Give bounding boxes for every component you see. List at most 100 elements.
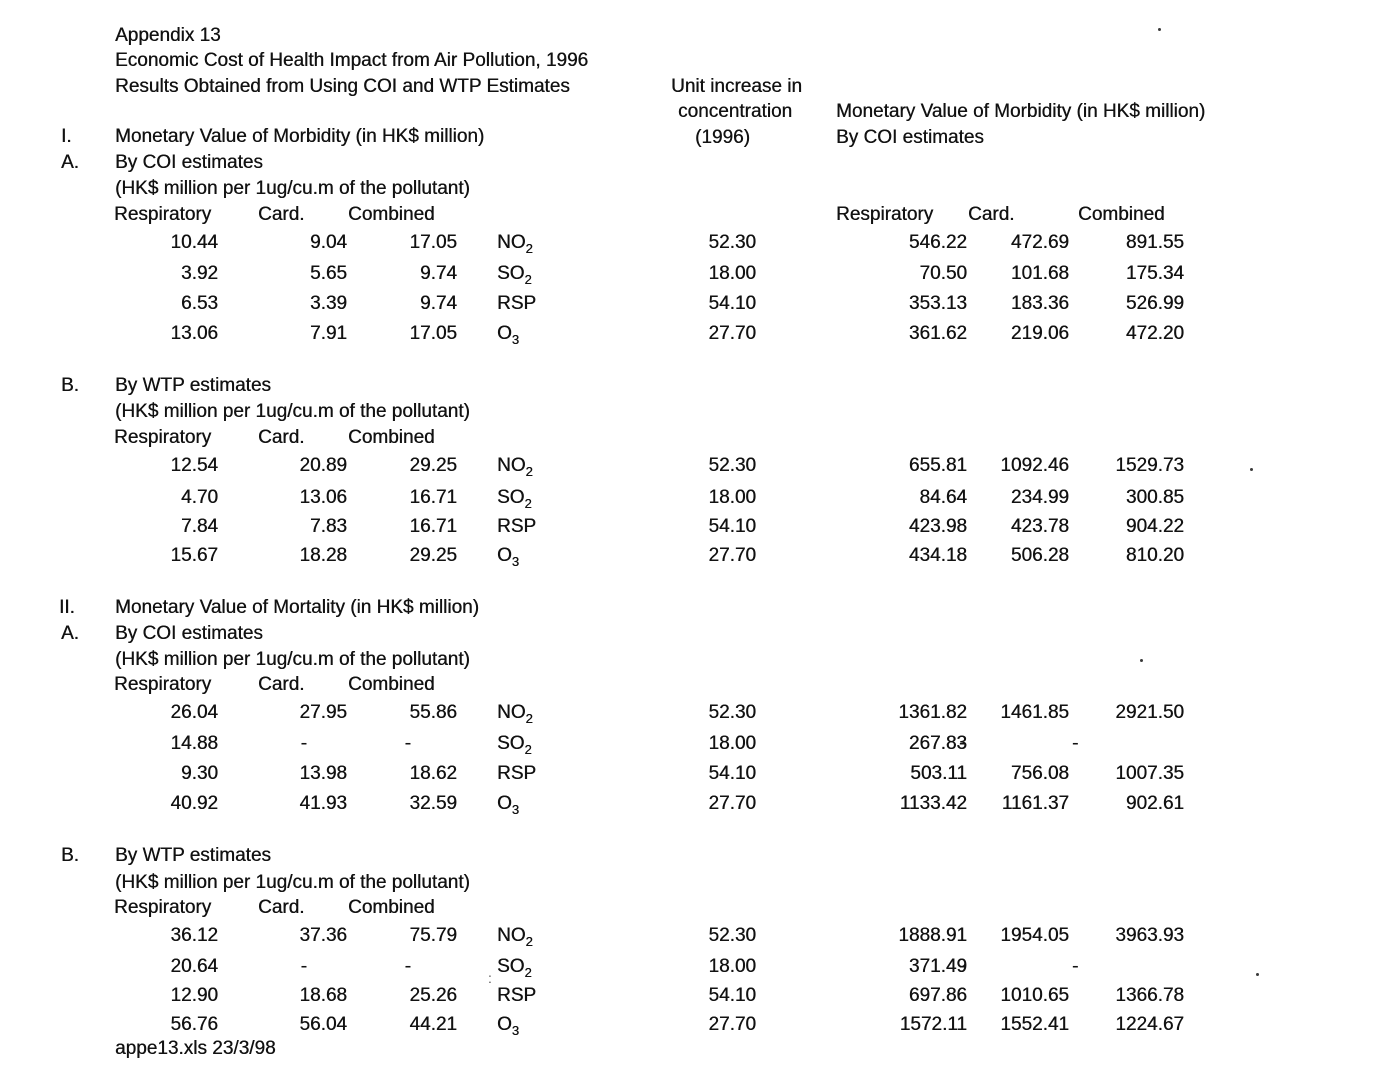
left-card-header: Card.: [258, 897, 305, 918]
monetary-combined-value: 1007.35: [1115, 763, 1184, 784]
monetary-respiratory-value: 84.64: [919, 487, 967, 508]
pollutant-label: NO2: [497, 455, 533, 479]
left-respiratory-header: Respiratory: [114, 204, 212, 225]
respiratory-value: 15.67: [170, 545, 218, 566]
monetary-respiratory-value: 1361.82: [898, 702, 967, 723]
table-row: 26.04 27.95 55.86 NO2 52.30 1361.82 1461…: [0, 702, 1390, 728]
pollutant-label: NO2: [497, 925, 533, 949]
monetary-card-value: 1461.85: [1000, 702, 1069, 723]
unit-increase-value: 52.30: [708, 455, 756, 476]
card-value: 3.39: [310, 293, 347, 314]
scan-speck: [1158, 28, 1161, 31]
table-row: 36.12 37.36 75.79 NO2 52.30 1888.91 1954…: [0, 925, 1390, 951]
table-row: 40.92 41.93 32.59 O3 27.70 1133.42 1161.…: [0, 793, 1390, 819]
monetary-card-value: 756.08: [1010, 763, 1069, 784]
left-respiratory-header: Respiratory: [114, 427, 212, 448]
pollutant-label: SO2: [497, 487, 532, 511]
card-value: 13.98: [299, 763, 347, 784]
combined-value: 29.25: [409, 545, 457, 566]
left-combined-header: Combined: [348, 204, 435, 225]
monetary-combined-value: 891.55: [1125, 232, 1184, 253]
right-combined-header: Combined: [1078, 204, 1165, 225]
monetary-respiratory-value: 353.13: [908, 293, 967, 314]
card-value: 41.93: [299, 793, 347, 814]
left-card-header: Card.: [258, 427, 305, 448]
unit-increase-value: 54.10: [708, 293, 756, 314]
respiratory-value: 36.12: [170, 925, 218, 946]
card-value: 18.68: [299, 985, 347, 1006]
left-combined-header: Combined: [348, 674, 435, 695]
scan-speck: [1250, 468, 1253, 471]
left-respiratory-header: Respiratory: [114, 897, 212, 918]
pollutant-label: O3: [497, 545, 520, 569]
block-unit-note: (HK$ million per 1ug/cu.m of the polluta…: [115, 649, 470, 670]
pollutant-label: RSP: [497, 293, 537, 314]
pollutant-label: RSP: [497, 516, 537, 537]
monetary-card-value: 219.06: [1010, 323, 1069, 344]
unit-increase-value: 27.70: [708, 323, 756, 344]
monetary-card-value: 1161.37: [1001, 793, 1069, 814]
monetary-respiratory-value: 70.50: [919, 263, 967, 284]
table-row: 56.76 56.04 44.21 O3 27.70 1572.11 1552.…: [0, 1014, 1390, 1040]
table-row: 4.70 13.06 16.71 SO2 18.00 84.64 234.99 …: [0, 487, 1390, 513]
combined-value: 25.26: [409, 985, 457, 1006]
block-method: By WTP estimates: [115, 375, 271, 396]
combined-value: 55.86: [409, 702, 457, 723]
combined-value: 16.71: [409, 516, 457, 537]
respiratory-value: 14.88: [170, 733, 218, 754]
monetary-combined-value: 3963.93: [1115, 925, 1184, 946]
card-value: 7.91: [310, 323, 347, 344]
respiratory-value: 40.92: [170, 793, 218, 814]
card-value: 5.65: [310, 263, 347, 284]
monetary-card-value: 1010.65: [1000, 985, 1069, 1006]
monetary-respiratory-value: 423.98: [908, 516, 967, 537]
monetary-respiratory-value: 434.18: [908, 545, 967, 566]
monetary-combined-value: 2921.50: [1115, 702, 1184, 723]
combined-value: -: [404, 733, 411, 754]
table-row: 3.92 5.65 9.74 SO2 18.00 70.50 101.68 17…: [0, 263, 1390, 289]
block-unit-note: (HK$ million per 1ug/cu.m of the polluta…: [115, 872, 470, 893]
monetary-combined-value: 902.61: [1125, 793, 1184, 814]
appendix-label: Appendix 13: [115, 25, 221, 46]
monetary-card-value: 506.28: [1010, 545, 1069, 566]
table-row: 9.30 13.98 18.62 RSP 54.10 503.11 756.08…: [0, 763, 1390, 789]
section-numeral: II.: [59, 597, 75, 618]
pollutant-label: O3: [497, 323, 520, 347]
respiratory-value: 6.53: [181, 293, 218, 314]
respiratory-value: 26.04: [170, 702, 218, 723]
column-header-row: Respiratory Card. Combined: [0, 427, 1390, 453]
combined-value: 17.05: [409, 323, 457, 344]
monetary-card-value: -: [959, 733, 966, 754]
left-combined-header: Combined: [348, 897, 435, 918]
column-header-row: Respiratory Card. Combined: [0, 897, 1390, 923]
left-respiratory-header: Respiratory: [114, 674, 212, 695]
table-row: 13.06 7.91 17.05 O3 27.70 361.62 219.06 …: [0, 323, 1390, 349]
respiratory-value: 7.84: [181, 516, 218, 537]
monetary-combined-value: 526.99: [1125, 293, 1184, 314]
pollutant-label: O3: [497, 1014, 520, 1038]
combined-value: 75.79: [409, 925, 457, 946]
block-unit-note: (HK$ million per 1ug/cu.m of the polluta…: [115, 401, 470, 422]
unit-increase-header-line2: concentration: [678, 101, 793, 122]
pollutant-label: NO2: [497, 702, 533, 726]
respiratory-value: 12.54: [170, 455, 218, 476]
unit-increase-value: 54.10: [708, 516, 756, 537]
combined-value: 17.05: [409, 232, 457, 253]
monetary-card-value: 183.36: [1010, 293, 1069, 314]
table-row: 14.88 - - SO2 18.00 267.83 - -: [0, 733, 1390, 759]
block-method: By COI estimates: [115, 623, 263, 644]
monetary-respiratory-value: 655.81: [908, 455, 967, 476]
monetary-combined-value: 1366.78: [1115, 985, 1184, 1006]
monetary-respiratory-value: 1888.91: [898, 925, 967, 946]
column-header-row: Respiratory Card. Combined Respiratory C…: [0, 204, 1390, 230]
monetary-combined-value: 904.22: [1125, 516, 1184, 537]
card-value: -: [300, 956, 307, 977]
left-card-header: Card.: [258, 204, 305, 225]
respiratory-value: 56.76: [170, 1014, 218, 1035]
combined-value: 18.62: [409, 763, 457, 784]
block-letter: B.: [61, 845, 79, 866]
scan-speck: :: [488, 970, 492, 986]
table-row: 12.54 20.89 29.25 NO2 52.30 655.81 1092.…: [0, 455, 1390, 481]
document-title: Economic Cost of Health Impact from Air …: [115, 50, 589, 71]
monetary-card-value: 472.69: [1010, 232, 1069, 253]
